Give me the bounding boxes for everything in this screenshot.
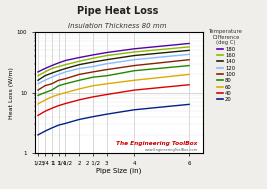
- Text: Insulation Thickness 80 mm: Insulation Thickness 80 mm: [68, 23, 167, 29]
- Text: www.EngineeringToolBox.com: www.EngineeringToolBox.com: [145, 148, 198, 152]
- Text: Pipe Heat Loss: Pipe Heat Loss: [77, 6, 158, 16]
- Legend: 180, 160, 140, 120, 100, 80, 60, 40, 20: 180, 160, 140, 120, 100, 80, 60, 40, 20: [209, 29, 243, 102]
- X-axis label: Pipe Size (in): Pipe Size (in): [96, 167, 142, 174]
- Y-axis label: Heat Loss (W/m): Heat Loss (W/m): [9, 67, 14, 119]
- Text: The Engineering ToolBox: The Engineering ToolBox: [116, 141, 198, 146]
